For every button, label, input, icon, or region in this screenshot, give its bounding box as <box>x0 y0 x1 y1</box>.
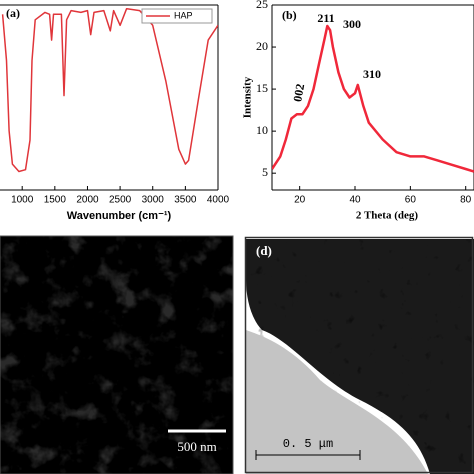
x-tick-label: 40 <box>349 195 361 206</box>
y-tick-label: 20 <box>256 39 268 53</box>
x-tick-label: 1000 <box>11 195 34 206</box>
x-axis-label: Wavenumber (cm⁻¹) <box>67 210 172 222</box>
y-axis-label: Intensity <box>242 76 254 118</box>
panel-label: (a) <box>6 6 20 20</box>
x-tick-label: 4000 <box>207 195 230 206</box>
legend-label: HAP <box>174 10 193 20</box>
peak-label: 300 <box>343 17 361 31</box>
peak-label: 310 <box>363 67 381 81</box>
x-tick-label: 20 <box>294 195 306 206</box>
x-tick-label: 1500 <box>44 195 67 206</box>
scale-bar-label: 500 nm <box>177 439 216 454</box>
y-tick-label: 15 <box>256 81 268 95</box>
legend-box <box>141 8 213 24</box>
panel-label: (b) <box>282 8 297 22</box>
x-tick-label: 2500 <box>109 195 132 206</box>
x-tick-label: 2000 <box>76 195 99 206</box>
y-tick-label: 25 <box>256 0 268 11</box>
y-tick-label: 5 <box>262 165 268 179</box>
peak-label: 211 <box>317 11 334 25</box>
scale-bar-label: 0. 5 μm <box>283 437 333 451</box>
panel-label: (d) <box>256 243 272 258</box>
x-tick-label: 3500 <box>174 195 197 206</box>
tem-image: (d) 0. 5 μm <box>243 236 474 474</box>
peak-label: 002 <box>290 83 307 103</box>
y-tick-label: 10 <box>256 123 268 137</box>
data-line <box>1 7 218 173</box>
tem-background <box>246 330 428 474</box>
x-tick-label: 3000 <box>142 195 165 206</box>
x-tick-label: 80 <box>460 195 472 206</box>
x-axis-label: 2 Theta (deg) <box>356 210 418 222</box>
sem-image: 500 nm <box>0 235 234 474</box>
data-line <box>272 24 474 173</box>
x-tick-label: 60 <box>405 195 417 206</box>
